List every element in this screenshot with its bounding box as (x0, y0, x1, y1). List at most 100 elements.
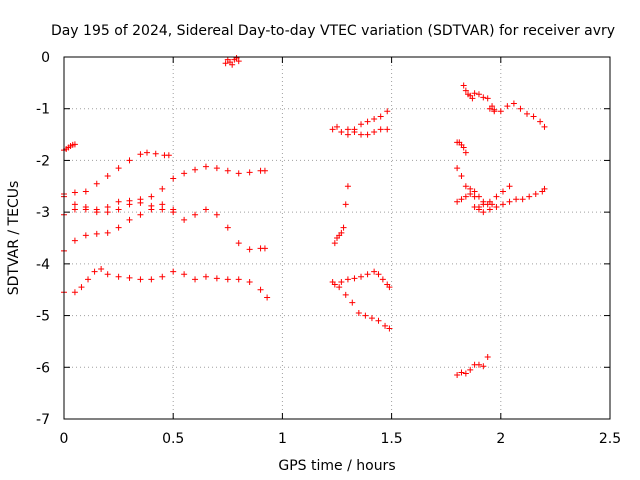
y-tick-label: -7 (36, 412, 50, 428)
data-point (358, 131, 365, 138)
data-point (344, 131, 351, 138)
data-point (364, 271, 371, 278)
data-point (364, 131, 371, 138)
data-point (469, 95, 476, 102)
grid-lines (64, 57, 610, 419)
data-point (98, 266, 105, 273)
data-point (519, 196, 526, 203)
data-point (71, 289, 78, 296)
data-point (382, 322, 389, 329)
y-tick-label: -2 (36, 153, 50, 169)
data-point (355, 309, 362, 316)
series-arc-9 (344, 126, 391, 138)
data-point (192, 211, 199, 218)
data-point (137, 199, 144, 206)
data-point (471, 203, 478, 210)
x-tick-labels: 0 0.5 1 1.5 2 2.5 (60, 431, 622, 447)
data-point (458, 196, 465, 203)
data-point (104, 229, 111, 236)
data-point (467, 366, 474, 373)
data-point (480, 94, 487, 101)
data-point (338, 278, 345, 285)
data-point (386, 284, 393, 291)
data-point (257, 286, 264, 293)
data-point (148, 206, 155, 213)
x-tick-label: 1 (278, 431, 287, 447)
data-point (524, 110, 531, 117)
x-axis-label: GPS time / hours (278, 458, 395, 474)
data-point (261, 245, 268, 252)
data-point (159, 201, 166, 208)
data-point (375, 317, 382, 324)
series-arc-2 (61, 149, 172, 198)
data-point (331, 281, 338, 288)
data-point (486, 105, 493, 112)
series-arc-12 (331, 268, 393, 291)
data-point (233, 55, 240, 62)
data-point (224, 276, 231, 283)
data-point (126, 274, 133, 281)
y-tick-label: -1 (36, 102, 50, 118)
data-point (93, 209, 100, 216)
data-point (351, 128, 358, 135)
data-point (497, 108, 504, 115)
data-point (115, 198, 122, 205)
data-point (460, 144, 467, 151)
data-point (506, 198, 513, 205)
data-point (368, 315, 375, 322)
data-point (126, 216, 133, 223)
data-point (137, 276, 144, 283)
data-point (344, 183, 351, 190)
data-point (224, 167, 231, 174)
data-point (454, 372, 461, 379)
data-point (126, 197, 133, 204)
series-arc-7 (222, 55, 242, 68)
data-point (213, 165, 220, 172)
data-point (510, 100, 517, 107)
data-point (358, 273, 365, 280)
data-point (462, 193, 469, 200)
data-point (517, 105, 524, 112)
data-point (371, 268, 378, 275)
data-point (115, 224, 122, 231)
chart-title: Day 195 of 2024, Sidereal Day-to-day VTE… (51, 23, 615, 39)
y-tick-label: 0 (41, 50, 50, 66)
data-point (71, 141, 78, 148)
data-point (104, 271, 111, 278)
x-tick-label: 0 (60, 431, 69, 447)
y-tick-label: -3 (36, 205, 50, 221)
data-point (143, 149, 150, 156)
data-point (499, 188, 506, 195)
data-point (165, 152, 172, 159)
data-point (454, 165, 461, 172)
data-point (202, 206, 209, 213)
data-point (115, 206, 122, 213)
series-arc-6 (61, 266, 271, 301)
data-point (344, 276, 351, 283)
data-point (235, 240, 242, 247)
data-point (159, 185, 166, 192)
data-point (467, 191, 474, 198)
data-point (462, 370, 469, 377)
data-point (78, 284, 85, 291)
data-point (202, 163, 209, 170)
data-point (513, 196, 520, 203)
data-point (152, 150, 159, 157)
data-point (115, 273, 122, 280)
series-arc-18 (471, 183, 513, 213)
data-point (246, 246, 253, 253)
series-arc-17 (454, 185, 548, 216)
data-point (82, 232, 89, 239)
data-point (93, 230, 100, 237)
data-point (480, 209, 487, 216)
data-point (329, 126, 336, 133)
data-point (331, 240, 338, 247)
data-point (82, 188, 89, 195)
data-point (458, 369, 465, 376)
data-point (526, 193, 533, 200)
data-point (181, 170, 188, 177)
data-point (170, 206, 177, 213)
data-point (246, 278, 253, 285)
data-point (85, 276, 92, 283)
data-point (137, 151, 144, 158)
